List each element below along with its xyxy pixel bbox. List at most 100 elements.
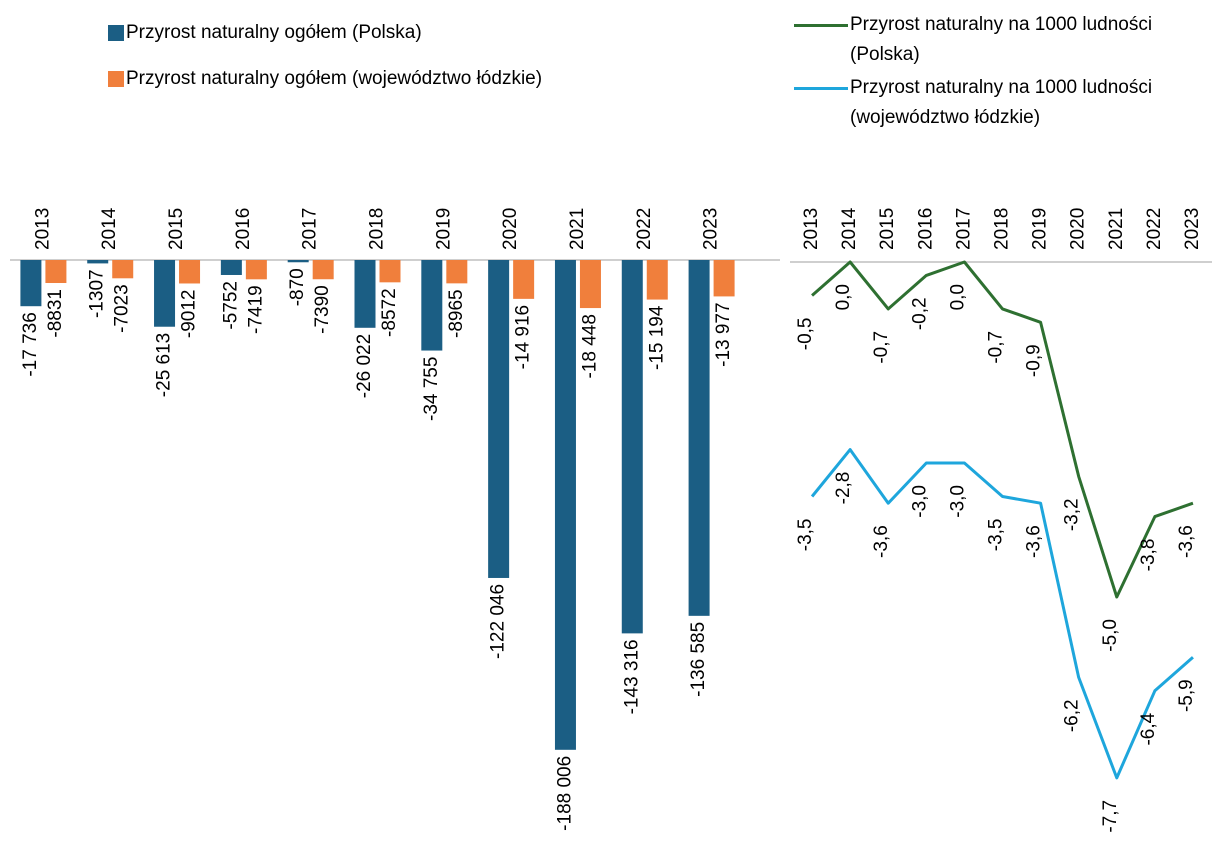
line <box>810 448 1194 780</box>
data-label: -7023 <box>112 284 133 333</box>
data-label: -8965 <box>446 289 467 338</box>
data-label: -25 613 <box>154 333 175 397</box>
x-tick-label: 2015 <box>877 208 898 250</box>
bar <box>446 260 468 284</box>
data-label: 0,0 <box>947 284 968 310</box>
bar <box>112 260 134 279</box>
legend-label: Przyrost naturalny na 1000 ludności (Pol… <box>850 14 1153 65</box>
bar <box>20 260 42 307</box>
data-label: -7390 <box>312 285 333 334</box>
x-tick-label: 2016 <box>915 208 936 250</box>
data-label: -3,6 <box>871 525 892 558</box>
bar <box>579 260 601 309</box>
bar <box>688 260 710 616</box>
x-tick-label: 2013 <box>32 208 53 250</box>
data-label: -3,6 <box>1176 525 1197 558</box>
legend-swatch <box>108 71 124 87</box>
bar <box>554 260 576 750</box>
data-label: -26 022 <box>354 334 375 398</box>
legend-swatch <box>794 24 848 27</box>
x-tick-label: 2014 <box>99 207 120 250</box>
data-label: -136 585 <box>688 622 709 697</box>
x-tick-label: 2017 <box>300 208 321 250</box>
x-tick-label: 2020 <box>500 208 521 250</box>
line <box>811 260 1194 599</box>
data-label: -3,5 <box>795 519 816 552</box>
legend-label: Przyrost naturalny ogółem (Polska) <box>126 22 422 43</box>
x-tick-label: 2017 <box>953 208 974 250</box>
bar <box>379 260 401 283</box>
bar <box>713 260 735 297</box>
bar <box>513 260 535 299</box>
x-tick-label: 2014 <box>839 207 860 250</box>
data-label: -3,6 <box>1024 525 1045 558</box>
data-label: -3,0 <box>947 485 968 518</box>
x-tick-label: 2023 <box>1182 208 1203 250</box>
bar <box>646 260 668 300</box>
data-label: -6,2 <box>1062 699 1083 732</box>
x-tick-label: 2022 <box>634 208 655 250</box>
data-label: -8831 <box>45 289 66 338</box>
x-tick-label: 2018 <box>367 208 388 250</box>
legend-swatch <box>794 87 848 90</box>
data-label: -2,8 <box>833 472 854 505</box>
data-label: -5752 <box>220 281 241 330</box>
data-label: -0,7 <box>871 331 892 364</box>
data-label: -0,5 <box>795 318 816 351</box>
data-label: -9012 <box>179 289 200 338</box>
x-tick-label: 2021 <box>567 208 588 250</box>
data-label: -0,2 <box>909 297 930 330</box>
legend-entry: Przyrost naturalny ogółem (Polska) <box>108 18 726 48</box>
x-tick-label: 2019 <box>433 208 454 250</box>
x-tick-label: 2018 <box>992 208 1013 250</box>
x-tick-label: 2013 <box>801 208 822 250</box>
bar <box>287 260 309 263</box>
bar <box>354 260 376 328</box>
bar <box>621 260 643 634</box>
data-label: -5,0 <box>1100 619 1121 652</box>
x-tick-label: 2016 <box>233 208 254 250</box>
data-label: -8572 <box>379 288 400 337</box>
x-tick-label: 2015 <box>166 208 187 250</box>
data-label: -34 755 <box>421 357 442 421</box>
bar <box>179 260 201 284</box>
x-tick-label: 2019 <box>1030 208 1051 250</box>
bar <box>154 260 176 327</box>
bar <box>45 260 67 284</box>
bar <box>312 260 334 280</box>
data-label: -3,2 <box>1062 498 1083 531</box>
legend-entry: Przyrost naturalny na 1000 ludności (Pol… <box>794 10 1190 70</box>
legend-swatch <box>108 25 124 41</box>
data-label: -7419 <box>245 285 266 334</box>
legend-entry: Przyrost naturalny na 1000 ludności (woj… <box>794 73 1190 133</box>
data-label: -13 977 <box>713 302 734 366</box>
data-label: -18 448 <box>579 314 600 378</box>
data-label: -15 194 <box>646 305 667 370</box>
bar <box>421 260 443 351</box>
data-label: -3,0 <box>909 485 930 518</box>
x-tick-label: 2021 <box>1106 208 1127 250</box>
data-label: -1307 <box>87 269 108 318</box>
data-label: -5,9 <box>1176 679 1197 712</box>
data-label: -188 006 <box>554 756 575 831</box>
x-tick-label: 2023 <box>701 208 722 250</box>
data-label: -143 316 <box>621 639 642 714</box>
bar <box>245 260 267 280</box>
data-label: -122 046 <box>488 584 509 659</box>
data-label: -17 736 <box>20 312 41 376</box>
legend-label: Przyrost naturalny na 1000 ludności (woj… <box>850 77 1153 128</box>
data-label: -870 <box>287 268 308 306</box>
data-label: -0,7 <box>986 331 1007 364</box>
data-label: -3,8 <box>1138 539 1159 572</box>
legend-label: Przyrost naturalny ogółem (województwo ł… <box>126 68 543 89</box>
data-label: -3,5 <box>986 519 1007 552</box>
x-tick-label: 2020 <box>1068 208 1089 250</box>
data-label: -0,9 <box>1024 344 1045 377</box>
data-label: -14 916 <box>513 305 534 369</box>
data-label: -6,4 <box>1138 712 1159 745</box>
bar <box>87 260 109 264</box>
bar <box>488 260 510 578</box>
legend-entry: Przyrost naturalny ogółem (województwo ł… <box>108 64 726 94</box>
